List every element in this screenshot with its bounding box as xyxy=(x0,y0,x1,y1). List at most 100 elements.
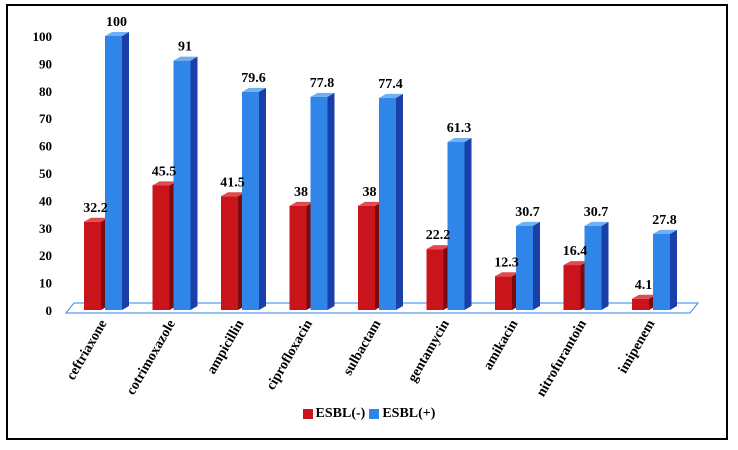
bar-esbl-positive xyxy=(653,229,677,310)
bar-front xyxy=(516,225,533,310)
bar-esbl-negative xyxy=(84,217,108,310)
bar-esbl-negative xyxy=(563,261,588,310)
data-label: 22.2 xyxy=(426,228,451,243)
bar-front xyxy=(105,36,122,310)
bar-esbl-positive xyxy=(310,92,335,310)
y-tick-label: 80 xyxy=(39,84,52,99)
bar-front xyxy=(632,298,649,310)
bar-front xyxy=(84,221,101,310)
y-axis-ticks: 0 10 20 30 40 50 60 70 80 90 100 xyxy=(33,29,53,318)
bar-esbl-negative xyxy=(632,294,656,310)
data-label: 30.7 xyxy=(584,205,609,220)
bar-side xyxy=(464,138,472,310)
bar-esbl-negative xyxy=(289,201,314,310)
bar-front xyxy=(653,233,670,310)
data-label: 79.6 xyxy=(241,71,266,86)
bar-top xyxy=(84,217,108,222)
bar-top xyxy=(358,201,382,206)
category-label: sulbactam xyxy=(341,317,385,378)
legend-label-esbl-negative: ESBL(-) xyxy=(315,406,366,421)
bar-side xyxy=(190,56,198,310)
bar-top xyxy=(221,192,245,197)
category-label: cotrimoxazole xyxy=(124,318,179,398)
bar-front xyxy=(221,196,238,310)
bar-top xyxy=(152,181,177,186)
bar-front xyxy=(563,265,581,310)
y-tick-label: 90 xyxy=(39,56,52,71)
legend: ESBL(-) ESBL(+) xyxy=(0,406,738,422)
bar-esbl-negative xyxy=(221,192,245,310)
bar-esbl-negative xyxy=(426,245,451,310)
y-tick-label: 0 xyxy=(46,303,53,318)
bar-front xyxy=(289,205,307,310)
category-label: imipenem xyxy=(616,317,659,376)
data-label: 77.8 xyxy=(310,76,335,91)
category-label: amikacin xyxy=(481,317,522,373)
bar-top xyxy=(495,272,519,277)
bar-top xyxy=(447,138,472,143)
bar-top xyxy=(242,87,266,92)
bars xyxy=(84,32,677,311)
bar-top xyxy=(584,221,609,226)
data-label: 32.2 xyxy=(83,201,108,216)
bar-top xyxy=(310,92,335,97)
legend-label-esbl-positive: ESBL(+) xyxy=(382,406,436,421)
y-tick-label: 70 xyxy=(39,111,52,126)
data-label: 45.5 xyxy=(152,164,177,179)
data-label: 12.3 xyxy=(494,255,519,270)
bar-top xyxy=(563,261,588,266)
bar-side xyxy=(533,221,540,310)
bar-side xyxy=(327,92,335,310)
bar-front xyxy=(447,142,465,310)
data-label: 77.4 xyxy=(378,77,403,92)
bar-front xyxy=(152,185,170,310)
legend-item-esbl-negative: ESBL(-) xyxy=(302,406,366,422)
bar-esbl-negative xyxy=(358,201,382,310)
bar-side xyxy=(396,93,403,310)
bar-esbl-positive xyxy=(242,87,266,311)
bar-esbl-positive xyxy=(173,56,198,310)
bar-front xyxy=(495,276,512,310)
bar-esbl-positive xyxy=(516,221,540,310)
bar-front xyxy=(426,249,444,310)
bar-front xyxy=(242,91,259,311)
legend-item-esbl-positive: ESBL(+) xyxy=(369,406,435,422)
y-tick-label: 30 xyxy=(39,221,52,236)
data-label: 38 xyxy=(363,185,377,200)
bar-top xyxy=(632,294,656,299)
data-label: 30.7 xyxy=(515,205,540,220)
bar-side xyxy=(122,32,129,310)
bar-esbl-positive xyxy=(584,221,609,310)
data-labels: 32.2 100 45.5 91 41.5 79.6 38 77.8 38 77.4 22.2 61.… xyxy=(83,15,677,293)
y-tick-label: 10 xyxy=(39,276,52,291)
bar-side xyxy=(601,221,609,310)
category-label: ampicillin xyxy=(205,317,248,377)
category-label: gentamycin xyxy=(405,317,453,385)
bar-front xyxy=(358,205,375,310)
bar-top xyxy=(289,201,314,206)
category-labels: ceftriaxone cotrimoxazole ampicillin ciprof… xyxy=(64,317,659,399)
category-label: ceftriaxone xyxy=(64,318,110,383)
bar-esbl-positive xyxy=(105,32,129,310)
bar-front xyxy=(173,60,191,310)
bar-front xyxy=(584,225,602,310)
category-label: ciprofloxacin xyxy=(264,317,316,392)
y-tick-label: 100 xyxy=(33,29,53,44)
data-label: 16.4 xyxy=(563,244,588,259)
y-tick-label: 60 xyxy=(39,139,52,154)
bar-top xyxy=(516,221,540,226)
legend-swatch-esbl-negative xyxy=(302,409,313,419)
y-tick-label: 40 xyxy=(39,193,52,208)
y-tick-label: 20 xyxy=(39,248,52,263)
bar-top xyxy=(173,56,198,61)
bar-top xyxy=(653,229,677,234)
bar-side xyxy=(670,229,677,310)
data-label: 4.1 xyxy=(635,278,653,293)
bar-front xyxy=(379,97,396,310)
category-label: nitrofurantoin xyxy=(534,317,590,399)
bar-front xyxy=(310,96,328,310)
bar-side xyxy=(259,87,266,311)
bar-top xyxy=(379,93,403,98)
bar-top xyxy=(426,245,451,250)
